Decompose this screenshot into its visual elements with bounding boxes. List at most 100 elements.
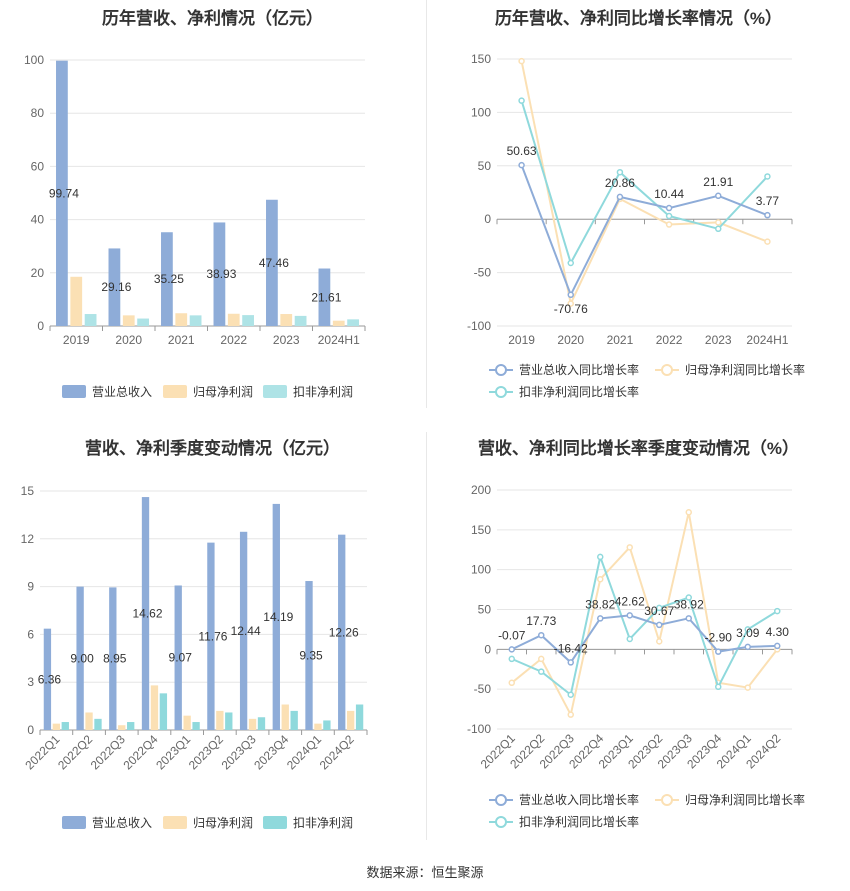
- bar-扣非净利润: [355, 704, 364, 730]
- bar-归母净利润: [332, 320, 345, 326]
- legend-label: 营业总收入: [92, 816, 152, 830]
- legend-swatch: [163, 385, 187, 398]
- x-tick-label: 2021: [607, 333, 634, 347]
- legend-marker: [661, 794, 673, 806]
- point-扣非净利润同比增长率: [597, 553, 604, 561]
- legend-label: 归母净利润同比增长率: [685, 362, 805, 377]
- data-label: 99.74: [49, 186, 79, 200]
- bar-营业总收入: [305, 581, 313, 730]
- bar-归母净利润: [150, 685, 159, 730]
- data-label: 11.76: [198, 629, 227, 643]
- legend-swatch: [62, 385, 86, 398]
- point-营业总收入同比增长率: [685, 615, 692, 622]
- data-label: 9.00: [70, 651, 94, 665]
- y-tick-label: 150: [471, 52, 491, 66]
- bar-扣非净利润: [159, 693, 168, 730]
- legend-label: 营业总收入同比增长率: [519, 792, 639, 807]
- data-label: 29.16: [101, 280, 131, 294]
- x-tick-label: 2023: [705, 333, 732, 347]
- data-label: 3.77: [756, 194, 780, 208]
- point-归母净利润同比增长率: [685, 509, 692, 516]
- bar-扣非净利润: [347, 319, 359, 326]
- data-label: -2.90: [705, 631, 733, 645]
- data-label: 12.26: [329, 625, 359, 639]
- legend-marker: [495, 794, 507, 806]
- bar-营业总收入: [43, 628, 52, 730]
- point-归母净利润同比增长率: [538, 655, 545, 663]
- x-tick-label: 2019: [63, 333, 90, 347]
- point-扣非净利润同比增长率: [764, 173, 771, 180]
- chart-svg: -100-500501001502002022Q12022Q22022Q3202…: [467, 483, 805, 829]
- y-tick-label: 40: [31, 213, 45, 227]
- y-tick-label: 100: [24, 53, 44, 67]
- bar-归母净利润: [85, 712, 93, 730]
- bar-归母净利润: [280, 314, 293, 326]
- x-tick-label: 2023Q1: [153, 732, 193, 772]
- point-归母净利润同比增长率: [744, 684, 751, 691]
- bar-归母净利润: [183, 715, 191, 730]
- bar-归母净利润: [175, 313, 188, 326]
- point-扣非净利润同比增长率: [774, 607, 781, 615]
- chart-title: 营收、净利季度变动情况（亿元）: [85, 439, 340, 458]
- bar-归母净利润: [70, 276, 83, 326]
- x-tick-label: 2019: [508, 333, 535, 347]
- point-归母净利润同比增长率: [656, 638, 663, 645]
- data-label: 38.82: [585, 597, 615, 611]
- bar-营业总收入: [76, 586, 84, 730]
- data-label: 12.44: [231, 624, 261, 638]
- data-label: 6.36: [38, 672, 62, 686]
- point-扣非净利润同比增长率: [518, 97, 525, 104]
- bar-营业总收入: [266, 199, 278, 326]
- x-tick-label: 2024H1: [746, 333, 788, 347]
- data-label: 4.30: [766, 625, 790, 639]
- y-tick-label: 0: [27, 723, 34, 737]
- chart-title: 营收、净利同比增长率季度变动情况（%）: [477, 439, 800, 458]
- point-营业总收入同比增长率: [774, 642, 781, 650]
- point-扣非净利润同比增长率: [744, 626, 751, 633]
- point-营业总收入同比增长率: [715, 648, 722, 655]
- data-label: -0.07: [498, 628, 526, 642]
- point-营业总收入同比增长率: [715, 192, 722, 200]
- data-label: 9.07: [169, 651, 193, 665]
- bar-营业总收入: [272, 503, 280, 730]
- x-tick-label: 2020: [115, 333, 142, 347]
- x-tick-label: 2022Q3: [88, 732, 128, 772]
- bar-营业总收入: [239, 531, 248, 730]
- point-营业总收入同比增长率: [616, 193, 624, 201]
- x-tick-label: 2022Q2: [55, 732, 95, 772]
- point-营业总收入同比增长率: [567, 291, 574, 299]
- data-label: 38.93: [206, 267, 236, 281]
- x-tick-label: 2022: [220, 333, 247, 347]
- legend-marker: [495, 364, 507, 376]
- point-营业总收入同比增长率: [538, 631, 545, 639]
- point-扣非净利润同比增长率: [508, 655, 515, 663]
- y-tick-label: -100: [467, 319, 491, 333]
- bar-扣非净利润: [294, 315, 307, 326]
- bar-扣非净利润: [225, 712, 233, 730]
- line-营业总收入同比增长率: [520, 164, 768, 298]
- point-营业总收入同比增长率: [626, 612, 633, 619]
- data-label: 38.92: [674, 597, 704, 611]
- legend-marker: [495, 816, 507, 828]
- y-tick-label: 60: [31, 159, 45, 173]
- bar-归母净利润: [248, 718, 257, 730]
- y-tick-label: 12: [21, 532, 35, 546]
- legend-label: 归母净利润: [193, 816, 253, 830]
- point-归母净利润同比增长率: [715, 219, 722, 226]
- point-归母净利润同比增长率: [567, 711, 574, 718]
- data-label: 21.91: [703, 175, 733, 189]
- x-tick-label: 2023: [273, 333, 300, 347]
- point-归母净利润同比增长率: [626, 544, 633, 551]
- bar-扣非净利润: [242, 315, 254, 326]
- y-tick-label: 50: [478, 603, 492, 617]
- y-tick-label: -100: [467, 722, 491, 736]
- line-扣非净利润同比增长率: [511, 553, 778, 697]
- x-tick-label: 2024Q1: [284, 732, 324, 772]
- y-tick-label: -50: [474, 682, 492, 696]
- vertical-divider: [426, 432, 427, 840]
- bar-扣非净利润: [137, 318, 149, 326]
- y-tick-label: 100: [471, 105, 491, 119]
- point-营业总收入同比增长率: [665, 204, 673, 212]
- chart-svg: -100 -50 0 50 100 150 2019 2020 2021 2022 2023 2024…: [467, 52, 805, 399]
- bar-营业总收入: [338, 534, 346, 730]
